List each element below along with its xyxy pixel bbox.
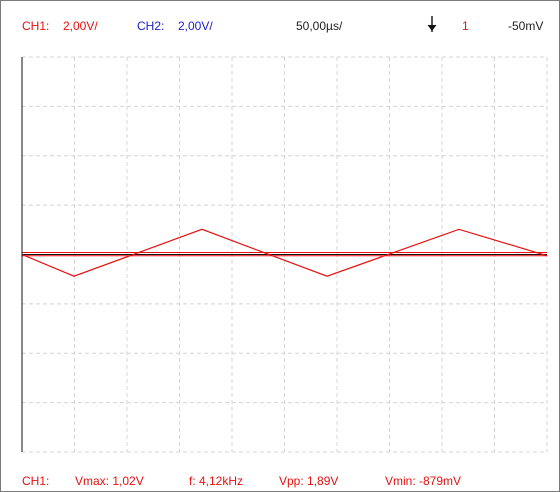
vpp-readout: Vpp: 1,89V <box>279 474 339 488</box>
trigger-level[interactable]: -50mV <box>508 19 544 33</box>
trigger-falling-arrow-icon[interactable] <box>426 14 438 36</box>
scope-header: CH1: 2,00V/ CH2: 2,00V/ 50,00µs/ 1 -50mV <box>0 17 560 35</box>
timebase[interactable]: 50,00µs/ <box>296 19 343 33</box>
frequency-readout: f: 4,12kHz <box>189 474 244 488</box>
ch1-scale[interactable]: 2,00V/ <box>63 19 98 33</box>
vmin-readout: Vmin: -879mV <box>385 474 462 488</box>
vmax-readout: Vmax: 1,02V <box>75 474 144 488</box>
measurement-bar: CH1: Vmax: 1,02V f: 4,12kHz Vpp: 1,89V V… <box>0 472 560 490</box>
reference-lines <box>22 252 547 257</box>
ch2-label: CH2: <box>137 19 165 33</box>
ch1-trace <box>21 228 548 277</box>
trigger-channel[interactable]: 1 <box>462 19 469 33</box>
measure-channel: CH1: <box>22 474 50 488</box>
grid <box>22 56 548 453</box>
ch1-label: CH1: <box>22 19 50 33</box>
ch2-scale[interactable]: 2,00V/ <box>178 19 213 33</box>
